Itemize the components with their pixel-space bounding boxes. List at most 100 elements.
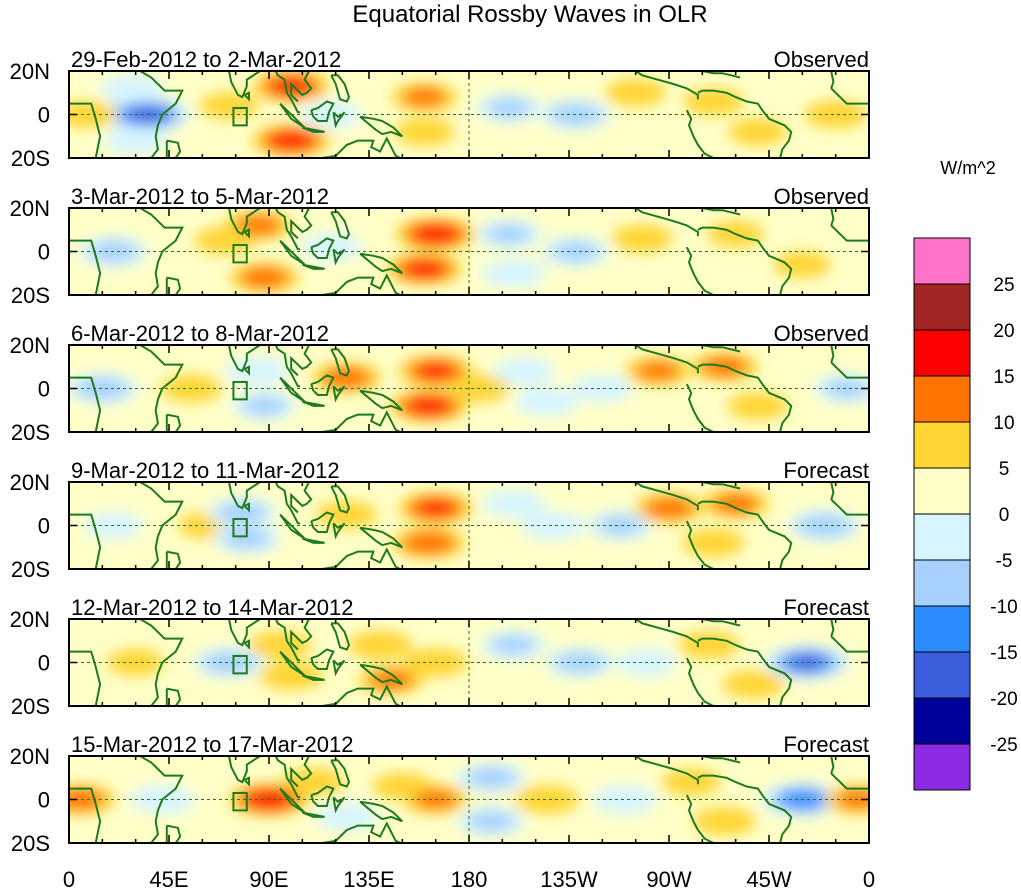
- coastline: [243, 228, 250, 239]
- anomaly-blob: [242, 396, 287, 416]
- coastline: [697, 89, 793, 158]
- coastlines: [69, 482, 869, 569]
- colorbar-swatch: [913, 743, 971, 791]
- anomaly-blob: [605, 79, 666, 107]
- colorbar-swatch: [913, 375, 971, 423]
- anomaly-blob: [394, 118, 455, 146]
- coastline: [290, 756, 313, 788]
- coastline: [165, 413, 182, 432]
- region-box: [232, 106, 248, 127]
- anomaly-blob: [514, 785, 579, 814]
- coastline: [301, 126, 325, 133]
- coastline: [830, 498, 869, 516]
- anomaly-blob: [412, 224, 459, 244]
- panel-period-label: 12-Mar-2012 to 14-Mar-2012: [71, 595, 353, 620]
- coastline: [322, 136, 401, 158]
- anomaly-blob: [481, 259, 546, 288]
- colorbar-swatch: [913, 421, 971, 469]
- x-tick-label: 90E: [249, 867, 288, 890]
- x-tick-label: 0: [863, 867, 875, 890]
- anomaly-blob: [482, 489, 545, 518]
- anomaly-blob: [635, 361, 680, 381]
- region-box: [232, 791, 248, 812]
- panel-1: 20N 0 20S 29-Feb-2012 to 2-Mar-2012 Observed: [10, 47, 870, 171]
- anomaly-blob: [728, 118, 788, 146]
- y-tick-label: 20S: [11, 420, 50, 445]
- coastline: [635, 71, 699, 100]
- coastline: [279, 787, 306, 814]
- coastline: [243, 776, 250, 787]
- coastline: [69, 513, 102, 569]
- coastline: [830, 87, 869, 105]
- coastline: [702, 345, 741, 353]
- coastline: [330, 622, 351, 651]
- coastline: [359, 115, 403, 138]
- panel-period-label: 29-Feb-2012 to 2-Mar-2012: [71, 47, 341, 72]
- colorbar-swatch: [913, 697, 971, 745]
- coastline: [322, 410, 401, 432]
- coastline: [279, 513, 306, 540]
- coastline: [685, 246, 714, 295]
- y-tick-label: 20S: [11, 694, 50, 719]
- coastline: [685, 109, 714, 158]
- y-tick-label: 20N: [10, 59, 50, 84]
- coastline: [359, 526, 404, 549]
- anomaly-blob: [466, 767, 516, 789]
- coastline: [635, 756, 699, 785]
- colorbar-label: 0: [999, 505, 1010, 526]
- coastline: [330, 759, 351, 788]
- coastline: [69, 787, 102, 843]
- coastline: [697, 500, 793, 569]
- coastline: [330, 348, 351, 377]
- anomaly-blob: [612, 224, 673, 253]
- coastline: [243, 91, 250, 102]
- coastline: [322, 273, 401, 295]
- x-tick-label: 135E: [343, 867, 394, 890]
- coastline: [69, 376, 102, 432]
- colorbar-label: 20: [993, 321, 1014, 342]
- x-tick-label: 0: [63, 867, 75, 890]
- panel-status-label: Forecast: [783, 732, 869, 757]
- panel-5: 20N 0 20S 12-Mar-2012 to 14-Mar-2012 Forecas…: [10, 595, 870, 719]
- panel-status-label: Forecast: [783, 595, 869, 620]
- coastline: [310, 237, 335, 259]
- coastline: [635, 208, 699, 237]
- anomaly-blob: [592, 785, 657, 814]
- x-axis-tick-labels: 0 45E 90E 135E 180 135W 90W 45W 0: [63, 867, 875, 890]
- anomaly-blob: [203, 651, 255, 674]
- coastline: [301, 263, 325, 270]
- panel-period-label: 3-Mar-2012 to 5-Mar-2012: [71, 184, 329, 209]
- coastline: [702, 482, 741, 490]
- anomaly-blob: [259, 661, 324, 690]
- coastline: [685, 794, 714, 843]
- anomaly-blob: [521, 511, 586, 540]
- y-tick-label: 20S: [11, 557, 50, 582]
- anomaly-blob: [69, 101, 117, 128]
- panel-period-label: 15-Mar-2012 to 17-Mar-2012: [71, 732, 353, 757]
- anomaly-blob: [407, 397, 451, 415]
- coastline: [332, 522, 346, 540]
- coastline: [301, 674, 325, 681]
- colorbar-units-label: W/m^2: [940, 158, 995, 178]
- coastline: [830, 756, 835, 774]
- coastline: [195, 619, 301, 662]
- coastline: [635, 482, 699, 511]
- coastline: [322, 547, 401, 569]
- coastline: [697, 226, 793, 295]
- anomaly-blob: [223, 528, 271, 549]
- coastline: [310, 785, 335, 807]
- anomaly-blob: [450, 375, 510, 402]
- coastline: [332, 796, 346, 814]
- coastline: [702, 208, 741, 216]
- coastline: [279, 239, 306, 266]
- anomaly-blob: [493, 357, 556, 386]
- colorbar-label: 10: [993, 413, 1014, 434]
- colorbar-label: -10: [990, 597, 1017, 618]
- coastline: [165, 139, 182, 158]
- anomaly-blob: [248, 631, 312, 660]
- anomaly-blob: [572, 374, 633, 403]
- coastline: [332, 659, 346, 677]
- anomaly-blob: [491, 635, 536, 655]
- coastline: [830, 772, 869, 790]
